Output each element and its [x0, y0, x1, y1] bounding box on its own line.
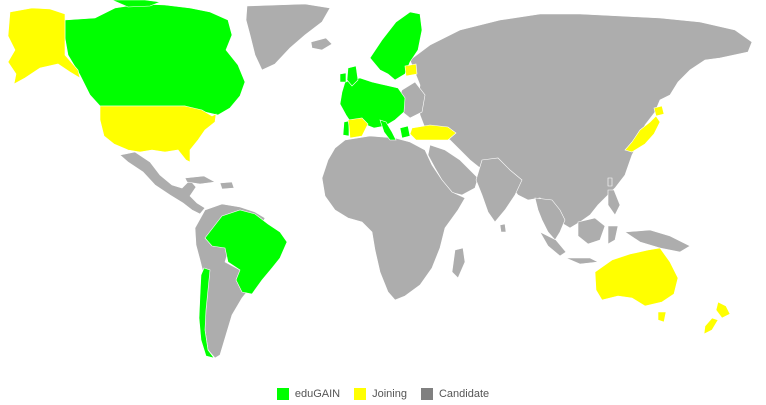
- canada-arctic-islands[interactable]: [111, 0, 162, 8]
- africa[interactable]: [321, 135, 466, 301]
- sulawesi[interactable]: [607, 225, 619, 245]
- legend-label: Candidate: [438, 388, 490, 400]
- new-zealand-south[interactable]: [703, 317, 719, 335]
- russia-asia[interactable]: [409, 13, 753, 229]
- arabian-peninsula[interactable]: [427, 144, 479, 196]
- mexico-central-america[interactable]: [119, 151, 206, 215]
- sumatra[interactable]: [539, 231, 567, 257]
- tasmania[interactable]: [657, 311, 667, 323]
- hokkaido[interactable]: [653, 105, 665, 117]
- southeast-asia[interactable]: [534, 197, 566, 241]
- legend-item-edugain: eduGAIN: [276, 388, 341, 400]
- greenland[interactable]: [245, 3, 331, 71]
- usa[interactable]: [99, 105, 217, 163]
- legend-label: Joining: [372, 388, 407, 400]
- legend-swatch: [354, 388, 367, 400]
- brazil[interactable]: [204, 209, 288, 295]
- legend-swatch: [276, 388, 289, 400]
- canada[interactable]: [64, 3, 246, 116]
- turkey[interactable]: [409, 124, 457, 141]
- legend-swatch: [420, 388, 433, 400]
- borneo[interactable]: [577, 217, 606, 245]
- map-legend: eduGAIN Joining Candidate: [0, 388, 766, 400]
- new-guinea[interactable]: [624, 229, 691, 253]
- central-europe[interactable]: [339, 77, 406, 129]
- iceland[interactable]: [310, 37, 333, 51]
- legend-label: eduGAIN: [294, 388, 341, 400]
- india[interactable]: [475, 157, 523, 223]
- sri-lanka[interactable]: [499, 223, 507, 233]
- australia[interactable]: [594, 247, 679, 307]
- alaska[interactable]: [7, 7, 81, 85]
- madagascar[interactable]: [451, 247, 466, 279]
- edugain-regions: [64, 0, 423, 359]
- legend-item-joining: Joining: [354, 388, 407, 400]
- uk[interactable]: [346, 65, 359, 87]
- hispaniola[interactable]: [219, 181, 235, 190]
- taiwan[interactable]: [607, 177, 613, 187]
- baltic-state[interactable]: [404, 63, 418, 77]
- joining-regions: [7, 7, 731, 335]
- cuba[interactable]: [184, 175, 216, 185]
- ireland[interactable]: [339, 72, 347, 83]
- japan[interactable]: [624, 115, 661, 153]
- java[interactable]: [565, 257, 600, 265]
- chile[interactable]: [198, 267, 215, 359]
- legend-item-candidate: Candidate: [420, 388, 490, 400]
- italy[interactable]: [379, 119, 397, 141]
- scandinavia[interactable]: [369, 11, 423, 81]
- greece[interactable]: [399, 125, 411, 139]
- philippines[interactable]: [607, 189, 621, 216]
- world-map-svg: [7, 0, 753, 359]
- new-zealand-north[interactable]: [715, 301, 731, 319]
- spain[interactable]: [347, 117, 369, 139]
- portugal[interactable]: [342, 120, 350, 137]
